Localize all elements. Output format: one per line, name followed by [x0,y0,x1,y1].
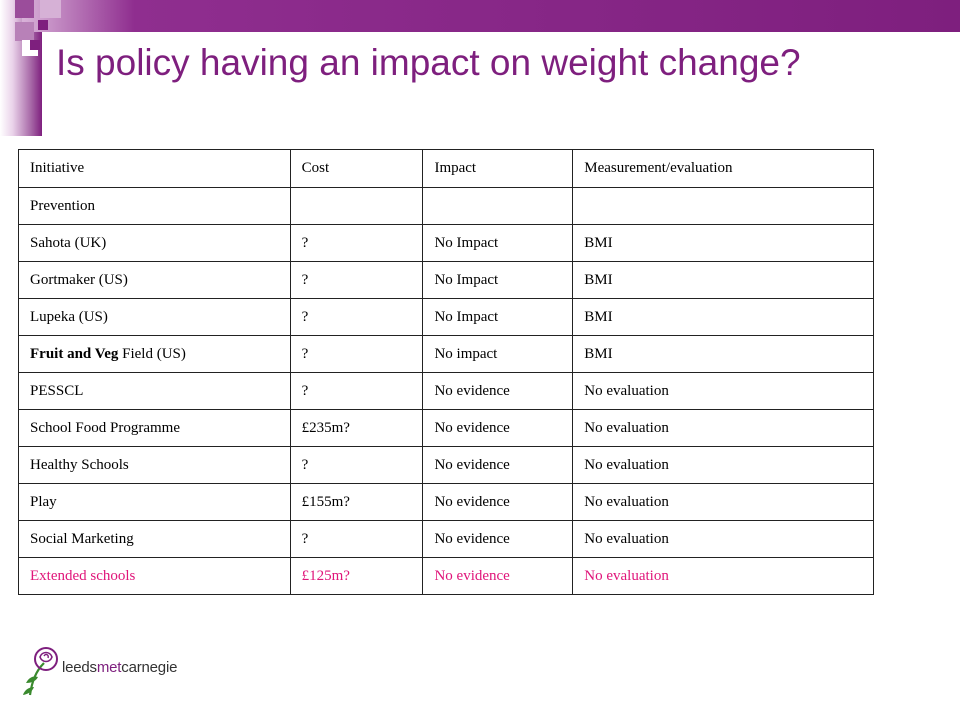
cell-cost [289,187,424,225]
cell-initiative-bold: Fruit and Veg [30,345,119,362]
cell-initiative: Extended schools [18,557,291,595]
table-header-row: Initiative Cost Impact Measurement/evalu… [18,149,874,188]
cell-initiative: Sahota (UK) [18,224,291,262]
cell-initiative: Prevention [18,187,291,225]
header-initiative: Initiative [18,149,291,188]
cell-cost: ? [289,446,424,484]
cell-cost: £155m? [289,483,424,521]
cell-initiative: PESSCL [18,372,291,410]
cell-measurement: BMI [572,224,874,262]
cell-impact: No evidence [422,446,574,484]
decorative-square [15,22,34,41]
decorative-square [38,20,48,30]
cell-impact: No evidence [422,409,574,447]
rose-logo-icon [23,647,58,696]
cell-measurement: BMI [572,335,874,373]
header-bar [22,0,960,32]
cell-cost: ? [289,372,424,410]
table-row: Prevention [18,187,874,225]
cell-measurement: BMI [572,298,874,336]
cell-cost: ? [289,298,424,336]
cell-measurement: No evaluation [572,557,874,595]
header-impact: Impact [422,149,574,188]
slide-title: Is policy having an impact on weight cha… [56,42,801,83]
table-row: Sahota (UK) ? No Impact BMI [18,224,874,262]
decorative-square [30,40,40,50]
cell-impact: No evidence [422,483,574,521]
cell-initiative: Play [18,483,291,521]
table-row: Gortmaker (US) ? No Impact BMI [18,261,874,299]
decorative-square [40,0,61,18]
cell-measurement: BMI [572,261,874,299]
cell-measurement: No evaluation [572,520,874,558]
cell-impact: No Impact [422,224,574,262]
logo-wordmark: leedsmetcarnegie [62,659,177,676]
header-measurement: Measurement/evaluation [572,149,874,188]
cell-cost: ? [289,261,424,299]
table-row: School Food Programme £235m? No evidence… [18,409,874,447]
cell-initiative: School Food Programme [18,409,291,447]
cell-impact: No evidence [422,372,574,410]
cell-measurement: No evaluation [572,446,874,484]
logo-text-leeds: leeds [62,659,97,676]
decorative-square [15,0,34,18]
table-row: PESSCL ? No evidence No evaluation [18,372,874,410]
cell-initiative: Fruit and Veg Field (US) [18,335,291,373]
cell-initiative: Healthy Schools [18,446,291,484]
cell-measurement [572,187,874,225]
cell-impact: No Impact [422,298,574,336]
logo-text-met: met [96,659,122,676]
policy-table: Initiative Cost Impact Measurement/evalu… [18,149,874,595]
cell-initiative: Lupeka (US) [18,298,291,336]
table-row: Play £155m? No evidence No evaluation [18,483,874,521]
cell-impact: No evidence [422,520,574,558]
cell-impact: No impact [422,335,574,373]
cell-cost: £235m? [289,409,424,447]
cell-impact: No Impact [422,261,574,299]
cell-cost: ? [289,520,424,558]
cell-cost: ? [289,224,424,262]
table-row: Healthy Schools ? No evidence No evaluat… [18,446,874,484]
cell-measurement: No evaluation [572,483,874,521]
cell-initiative: Social Marketing [18,520,291,558]
cell-initiative: Gortmaker (US) [18,261,291,299]
cell-cost: £125m? [289,557,424,595]
cell-measurement: No evaluation [572,409,874,447]
table-row: Social Marketing ? No evidence No evalua… [18,520,874,558]
cell-impact: No evidence [422,557,574,595]
cell-initiative-suffix: Field (US) [118,345,186,362]
cell-impact [422,187,574,225]
table-row: Lupeka (US) ? No Impact BMI [18,298,874,336]
cell-cost: ? [289,335,424,373]
table-row: Fruit and Veg Field (US) ? No impact BMI [18,335,874,373]
logo-text-carnegie: carnegie [121,659,178,676]
table-row-highlighted: Extended schools £125m? No evidence No e… [18,557,874,595]
header-cost: Cost [289,149,424,188]
cell-measurement: No evaluation [572,372,874,410]
